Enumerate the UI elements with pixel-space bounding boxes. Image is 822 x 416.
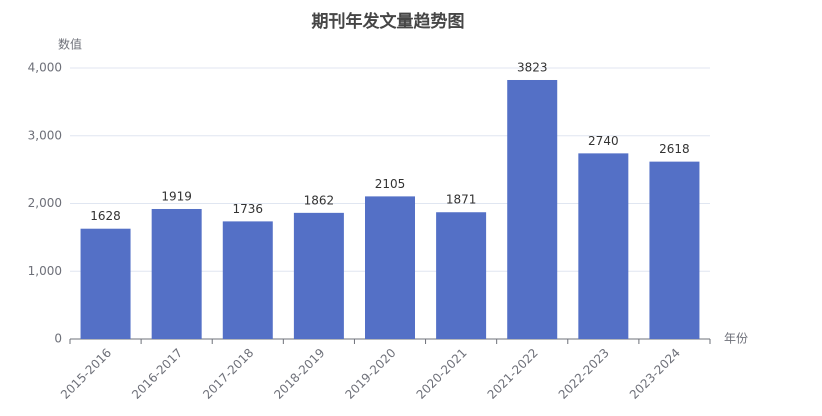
y-tick-label: 0 xyxy=(54,332,62,346)
value-label: 1628 xyxy=(90,209,121,223)
bar xyxy=(151,208,202,339)
x-tick-label: 2016-2017 xyxy=(129,346,185,402)
y-tick-label: 3,000 xyxy=(28,128,62,142)
x-axis-label: 年份 xyxy=(724,332,748,346)
value-label: 1736 xyxy=(233,202,264,216)
value-label: 3823 xyxy=(517,60,548,74)
value-label: 2105 xyxy=(375,177,406,191)
bar xyxy=(507,79,558,339)
x-tick-label: 2021-2022 xyxy=(485,346,541,402)
y-axis-label: 数值 xyxy=(58,37,82,52)
x-tick-label: 2018-2019 xyxy=(271,346,327,402)
bar xyxy=(365,196,415,339)
value-label: 1871 xyxy=(446,193,477,207)
y-tick-label: 2,000 xyxy=(28,196,62,210)
x-tick-label: 2022-2023 xyxy=(556,346,612,402)
x-tick-label: 2017-2018 xyxy=(200,346,256,402)
bar xyxy=(293,212,344,339)
x-tick-label: 2020-2021 xyxy=(414,346,470,402)
bar xyxy=(436,212,487,339)
x-tick-label: 2015-2016 xyxy=(58,346,114,402)
bar xyxy=(222,221,273,339)
x-tick-label: 2023-2024 xyxy=(627,346,683,402)
value-label: 1862 xyxy=(304,193,335,207)
y-tick-label: 4,000 xyxy=(28,61,62,75)
value-label: 2740 xyxy=(588,134,619,148)
bar xyxy=(649,161,700,339)
y-tick-label: 1,000 xyxy=(28,264,62,278)
value-label: 2618 xyxy=(659,142,690,156)
chart-title: 期刊年发文量趋势图 xyxy=(312,11,465,32)
bar xyxy=(578,153,629,339)
bar xyxy=(80,228,131,339)
value-label: 1919 xyxy=(161,189,192,203)
x-tick-label: 2019-2020 xyxy=(342,346,398,402)
